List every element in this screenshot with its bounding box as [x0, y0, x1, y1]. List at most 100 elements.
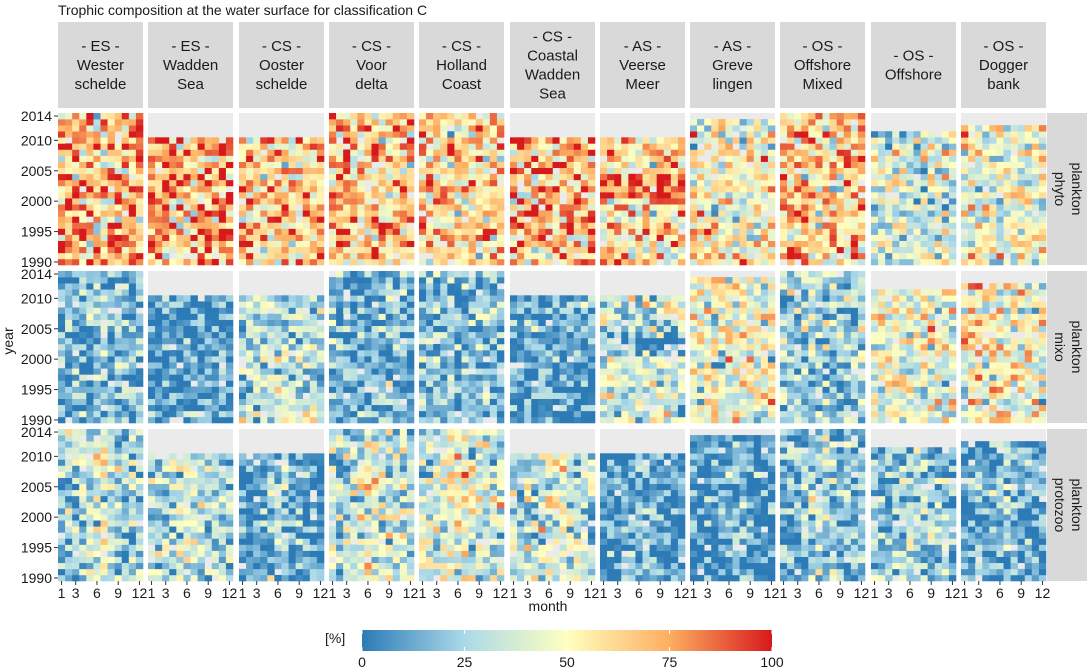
heatmap-cell: [419, 246, 427, 254]
heatmap-cell: [475, 167, 484, 175]
heatmap-cell: [343, 258, 351, 266]
heatmap-cell: [510, 295, 518, 302]
heatmap-cell: [961, 173, 969, 181]
heatmap-cell: [1038, 161, 1047, 169]
heatmap-cell: [663, 398, 672, 406]
heatmap-cell: [642, 246, 650, 254]
heatmap-cell: [697, 398, 705, 406]
heatmap-cell: [538, 337, 546, 345]
heatmap-cell: [72, 192, 80, 199]
heatmap-cell: [732, 167, 740, 175]
heatmap-cell: [461, 343, 469, 351]
heatmap-cell: [260, 228, 268, 235]
heatmap-cell: [288, 343, 296, 351]
heatmap-cell: [927, 143, 936, 150]
heatmap-cell: [559, 240, 567, 248]
heatmap-cell: [697, 252, 705, 260]
heatmap-cell: [614, 343, 622, 351]
heatmap-cell: [274, 416, 282, 424]
heatmap-cell: [218, 374, 227, 381]
heatmap-cell: [419, 337, 427, 345]
heatmap-cell: [614, 149, 622, 156]
heatmap-cell: [288, 167, 296, 175]
heatmap-cell: [552, 161, 560, 169]
heatmap-cell: [635, 240, 643, 248]
heatmap-cell: [649, 192, 657, 199]
heatmap-cell: [934, 216, 943, 223]
heatmap-cell: [461, 301, 469, 308]
heatmap-cell: [371, 204, 379, 211]
heatmap-cell: [399, 356, 408, 363]
heatmap-cell: [718, 210, 726, 217]
heatmap-cell: [385, 246, 394, 254]
heatmap-cell: [419, 416, 427, 424]
heatmap-cell: [302, 252, 311, 260]
heatmap-cell: [635, 137, 643, 144]
heatmap-cell: [746, 198, 755, 205]
heatmap-cell: [941, 149, 950, 156]
heatmap-cell: [371, 258, 379, 266]
heatmap-cell: [364, 155, 372, 162]
heatmap-cell: [961, 246, 969, 254]
heatmap-cell: [517, 240, 525, 248]
heatmap-cell: [162, 337, 170, 345]
heatmap-cell: [72, 113, 80, 120]
heatmap-cell: [489, 228, 498, 235]
heatmap-cell: [329, 337, 337, 345]
heatmap-cell: [600, 416, 608, 424]
heatmap-cell: [114, 277, 123, 284]
heatmap-cell: [302, 222, 311, 229]
heatmap-cell: [621, 143, 629, 150]
heatmap-cell: [850, 216, 859, 223]
heatmap-cell: [406, 167, 415, 175]
column-strip-bg: [148, 22, 233, 108]
heatmap-cell: [440, 337, 448, 345]
heatmap-cell: [656, 392, 665, 399]
heatmap-cell: [927, 185, 936, 193]
heatmap-cell: [336, 149, 344, 156]
heatmap-cell: [1031, 198, 1040, 205]
heatmap-cell: [614, 374, 622, 381]
heatmap-cell: [260, 192, 268, 199]
heatmap-cell: [468, 277, 476, 284]
heatmap-cell: [343, 173, 351, 181]
heatmap-cell: [524, 380, 532, 387]
heatmap-cell: [72, 149, 80, 156]
heatmap-cell: [302, 325, 311, 333]
heatmap-cell: [711, 416, 719, 424]
heatmap-cell: [934, 204, 943, 211]
heatmap-cell: [343, 179, 351, 187]
heatmap-cell: [267, 192, 275, 199]
heatmap-cell: [197, 173, 205, 181]
heatmap-cell: [857, 155, 866, 162]
heatmap-cell: [725, 192, 733, 199]
heatmap-cell: [79, 319, 87, 327]
heatmap-cell: [587, 216, 596, 223]
heatmap-cell: [885, 179, 893, 187]
heatmap-cell: [1017, 252, 1026, 260]
heatmap-cell: [621, 301, 629, 308]
heatmap-cell: [274, 228, 282, 235]
heatmap-cell: [566, 258, 575, 266]
heatmap-cell: [253, 167, 261, 175]
heatmap-cell: [829, 143, 837, 150]
heatmap-cell: [892, 155, 900, 162]
heatmap-cell: [697, 149, 705, 156]
heatmap-cell: [162, 137, 170, 144]
heatmap-cell: [510, 155, 518, 162]
heatmap-cell: [829, 234, 837, 241]
heatmap-cell: [829, 137, 837, 144]
heatmap-cell: [135, 258, 144, 266]
heatmap-cell: [566, 362, 575, 369]
heatmap-cell: [316, 216, 325, 223]
heatmap-cell: [628, 161, 636, 169]
heatmap-cell: [475, 392, 484, 399]
heatmap-cell: [614, 331, 622, 339]
row-strip-bg: [1047, 113, 1087, 265]
heatmap-cell: [600, 210, 608, 217]
heatmap-cell: [559, 325, 567, 333]
heatmap-cell: [732, 185, 740, 193]
heatmap-cell: [489, 350, 498, 357]
